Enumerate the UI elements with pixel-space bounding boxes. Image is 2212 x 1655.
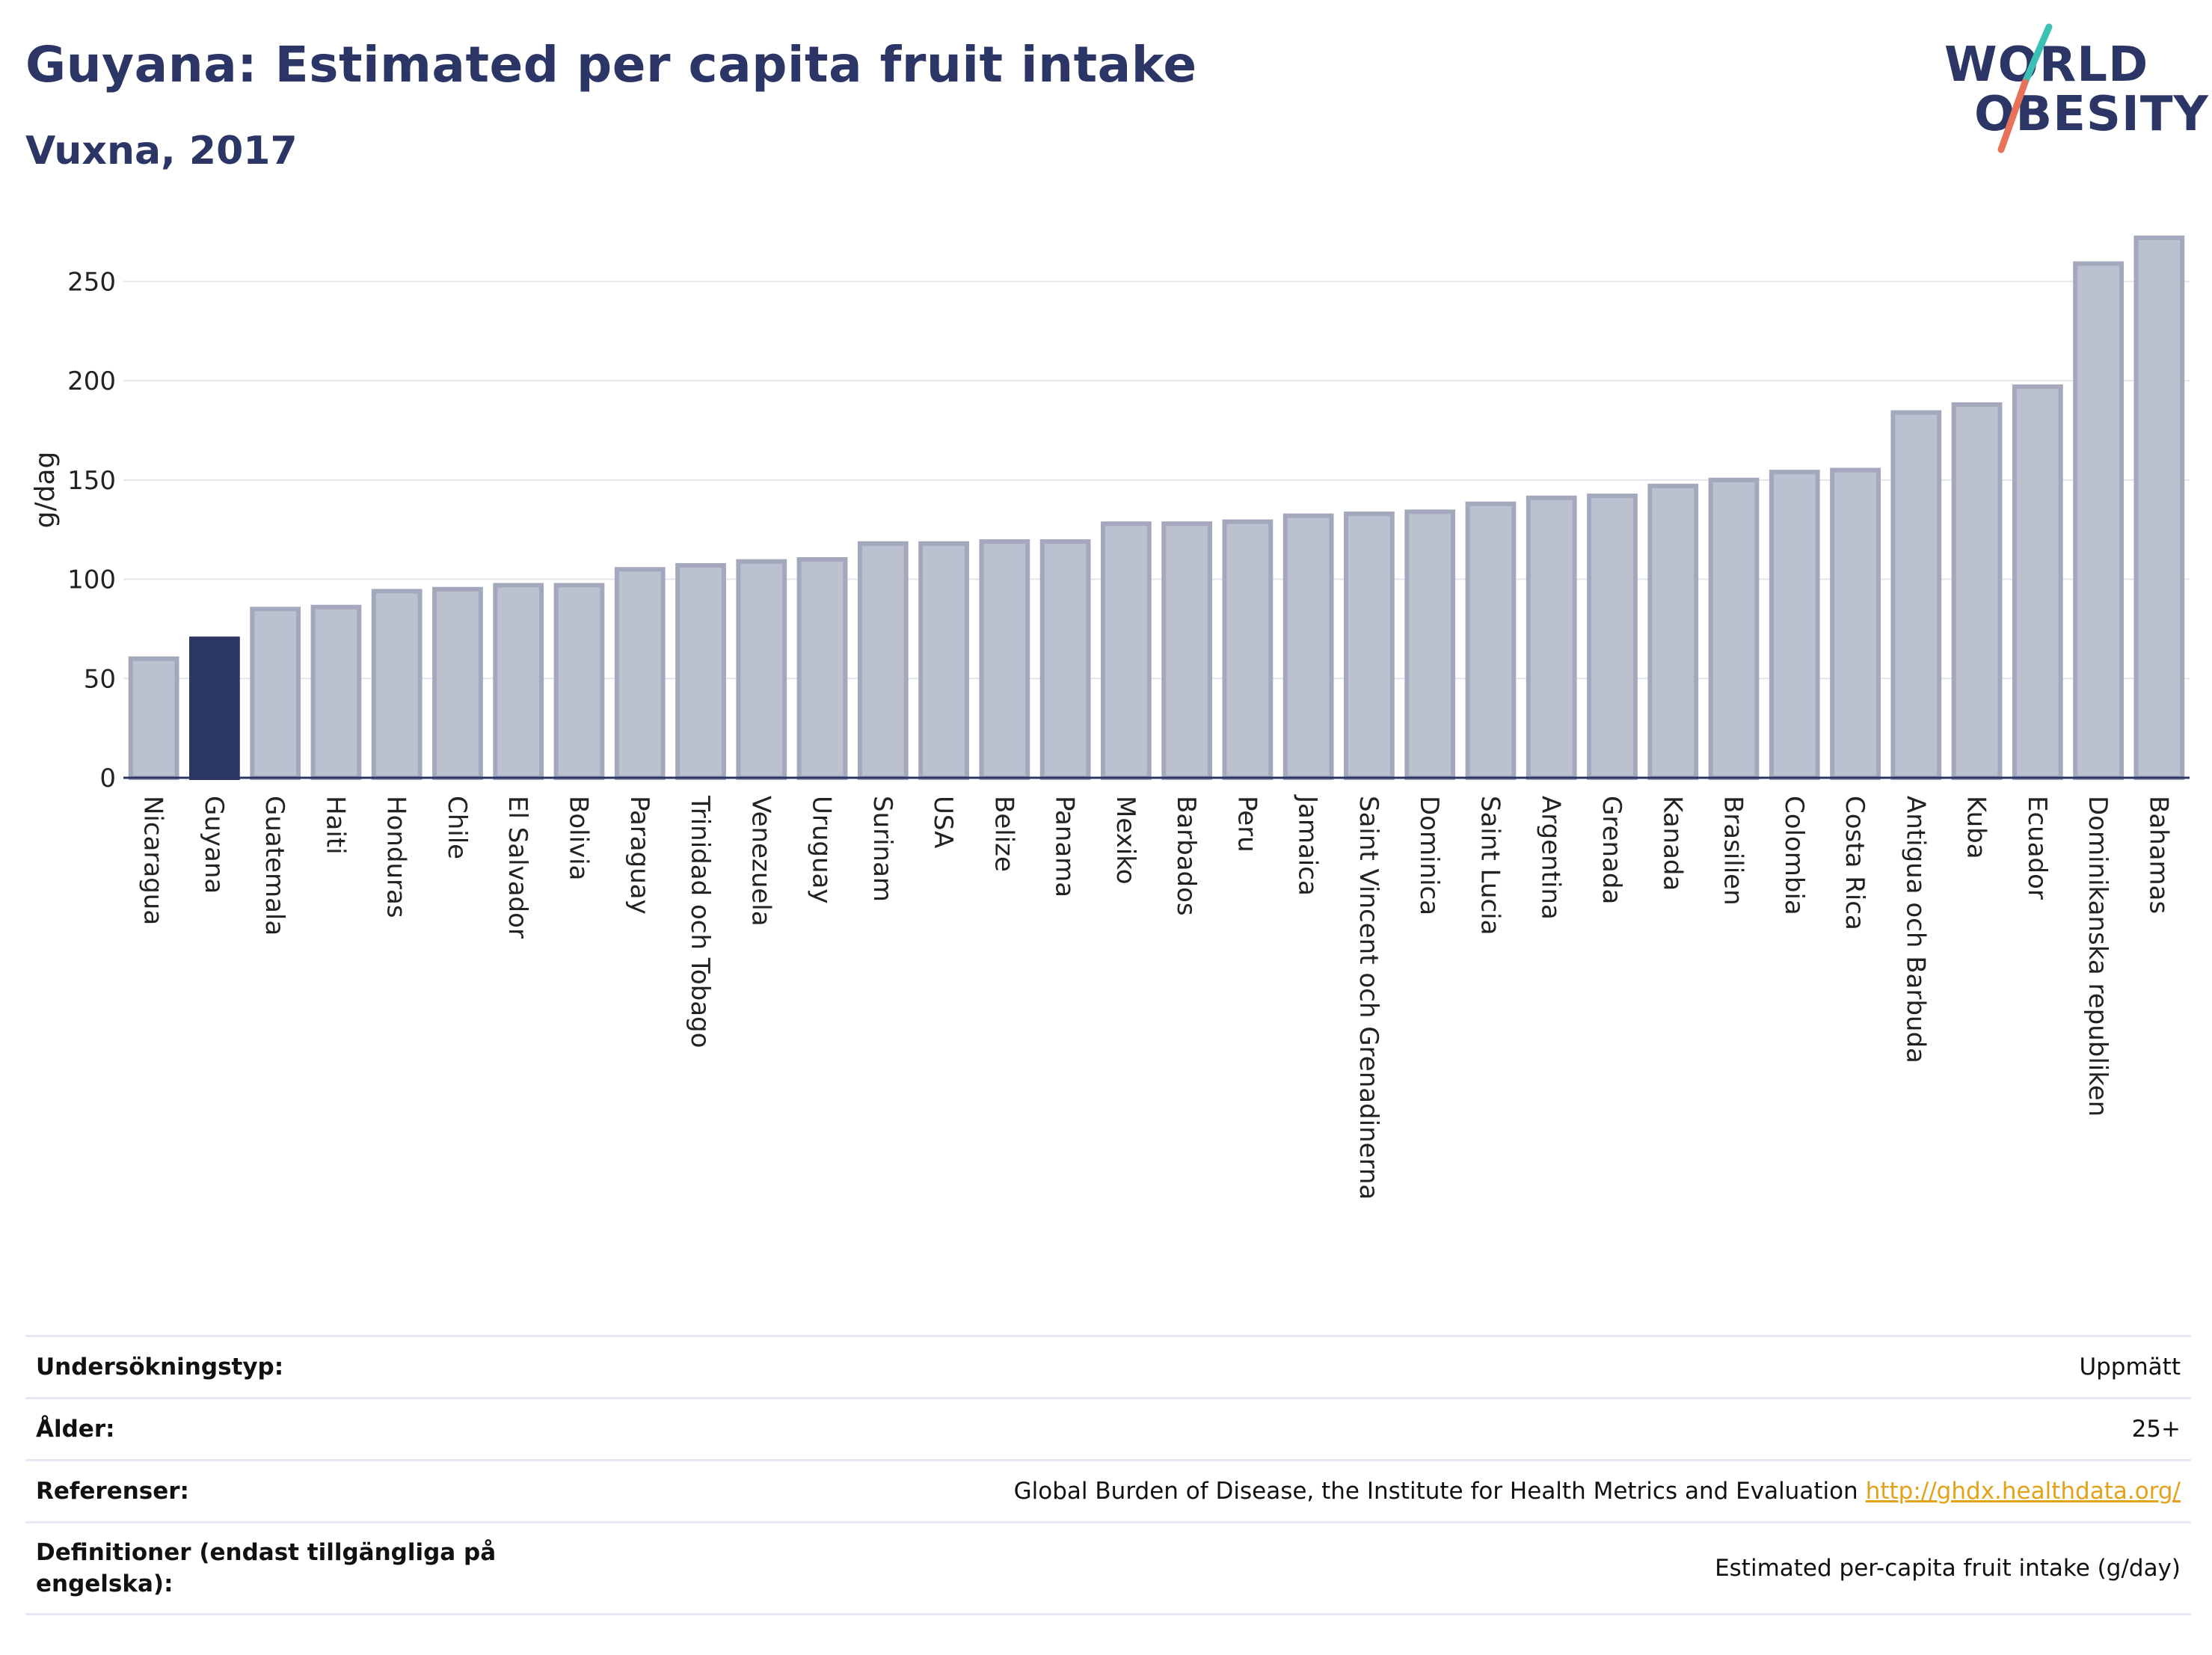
bar-jamaica[interactable] — [1282, 513, 1334, 780]
bar-el-salvador[interactable] — [493, 583, 544, 780]
info-key: Ålder: — [36, 1416, 115, 1443]
x-tick-label: Paraguay — [624, 796, 654, 915]
bar-haiti[interactable] — [310, 604, 362, 781]
bar-trinidad-och-tobago[interactable] — [675, 562, 726, 780]
bar-nicaragua[interactable] — [128, 656, 179, 781]
bar-antigua-och-barbuda[interactable] — [1890, 410, 1942, 780]
info-row-definitions: Definitioner (endast tillgängliga på eng… — [25, 1521, 2191, 1615]
y-tick-label: 250 — [67, 267, 116, 297]
x-axis-labels: Nicaragua Guyana Guatemala Haiti Honduras Chi… — [138, 794, 2174, 1200]
bar-belize[interactable] — [979, 539, 1030, 780]
info-value: 25+ — [2131, 1416, 2181, 1443]
x-tick-label: Dominikanska republiken — [2083, 796, 2113, 1117]
bar-honduras[interactable] — [371, 589, 423, 780]
world-obesity-logo: WORLD OBESITY — [1944, 22, 2208, 157]
x-tick-label: Costa Rica — [1840, 796, 1870, 930]
bar-kuba[interactable] — [1951, 402, 2003, 780]
info-key: Undersökningstyp: — [36, 1354, 284, 1381]
bar-chile[interactable] — [432, 586, 483, 780]
y-tick-label: 200 — [67, 366, 116, 396]
x-tick-label: Belize — [989, 796, 1019, 872]
x-tick-label: Guyana — [199, 796, 229, 894]
bar-ecuador[interactable] — [2012, 384, 2063, 780]
bar-venezuela[interactable] — [736, 559, 787, 780]
x-tick-label: Colombia — [1779, 796, 1809, 915]
bar-mexiko[interactable] — [1100, 521, 1152, 780]
x-tick-label: Honduras — [381, 796, 411, 918]
x-tick-label: Saint Vincent och Grenadinerna — [1354, 796, 1383, 1200]
y-tick-label: 150 — [67, 466, 116, 496]
x-tick-label: Ecuador — [2022, 796, 2052, 900]
y-axis-ticks: 0 50 100 150 200 250 — [67, 267, 116, 793]
logo-line1: WORLD — [1944, 37, 2149, 93]
info-key: Referenser: — [36, 1478, 189, 1505]
bar-usa[interactable] — [918, 541, 969, 780]
x-tick-label: USA — [928, 796, 958, 848]
x-tick-label: Uruguay — [807, 796, 837, 904]
info-value: Global Burden of Disease, the Institute … — [1014, 1478, 2181, 1505]
x-tick-label: Mexiko — [1110, 796, 1140, 885]
bar-barbados[interactable] — [1161, 521, 1213, 780]
chart-subtitle: Vuxna, 2017 — [25, 129, 298, 174]
chart-title: Guyana: Estimated per capita fruit intak… — [25, 36, 1197, 93]
bar-chart: 0 50 100 150 200 250 Nicaragua Guyana Guatemala… — [30, 235, 2190, 1200]
x-tick-label: Bahamas — [2143, 796, 2173, 914]
bar-kanada[interactable] — [1647, 483, 1699, 780]
bar-bolivia[interactable] — [553, 583, 605, 780]
y-tick-label: 100 — [67, 565, 116, 595]
reference-text: Global Burden of Disease, the Institute … — [1013, 1478, 1858, 1505]
x-tick-label: Nicaragua — [138, 796, 168, 925]
x-tick-label: Surinam — [867, 796, 897, 902]
bar-dominikanska-republiken[interactable] — [2073, 261, 2124, 781]
x-tick-label: Antigua och Barbuda — [1900, 796, 1930, 1063]
x-tick-label: Argentina — [1536, 796, 1566, 920]
x-tick-label: Kanada — [1657, 796, 1687, 891]
x-tick-label: Grenada — [1597, 796, 1626, 904]
bar-grenada[interactable] — [1587, 494, 1638, 780]
bar-costa-rica[interactable] — [1830, 467, 1881, 780]
info-row-survey-type: Undersökningstyp: Uppmätt — [25, 1335, 2191, 1397]
bars — [128, 235, 2185, 781]
x-tick-label: Dominica — [1414, 796, 1444, 915]
x-tick-label: Guatemala — [259, 796, 289, 936]
bar-saint-vincent-och-grenadinerna[interactable] — [1344, 511, 1395, 780]
x-tick-label: Trinidad och Tobago — [685, 795, 715, 1048]
info-row-age: Ålder: 25+ — [25, 1397, 2191, 1459]
x-tick-label: Jamaica — [1293, 794, 1323, 896]
info-value: Uppmätt — [2079, 1354, 2181, 1381]
info-key: Definitioner (endast tillgängliga på eng… — [36, 1539, 497, 1597]
reference-link[interactable]: http://ghdx.healthdata.org/ — [1865, 1478, 2181, 1505]
bar-surinam[interactable] — [857, 541, 909, 780]
bar-bahamas[interactable] — [2133, 235, 2185, 781]
bar-dominica[interactable] — [1404, 509, 1456, 780]
y-tick-label: 50 — [84, 664, 116, 694]
x-tick-label: Saint Lucia — [1475, 796, 1505, 935]
y-axis-label: g/dag — [30, 452, 61, 529]
bar-uruguay[interactable] — [796, 557, 848, 780]
x-tick-label: Kuba — [1961, 796, 1991, 859]
x-tick-label: Peru — [1232, 796, 1262, 853]
info-row-references: Referenser: Global Burden of Disease, th… — [25, 1459, 2191, 1521]
x-tick-label: Barbados — [1171, 796, 1201, 916]
x-tick-label: El Salvador — [503, 796, 532, 939]
x-tick-label: Bolivia — [563, 796, 593, 880]
x-tick-label: Venezuela — [746, 796, 775, 927]
bar-paraguay[interactable] — [614, 567, 666, 780]
bar-guatemala[interactable] — [250, 607, 301, 781]
bar-brasilien[interactable] — [1708, 477, 1760, 780]
x-tick-label: Panama — [1050, 796, 1080, 897]
logo-slash-icon — [1997, 23, 2053, 153]
x-tick-label: Brasilien — [1718, 796, 1748, 906]
x-tick-label: Chile — [442, 796, 472, 859]
bar-saint-lucia[interactable] — [1465, 501, 1517, 780]
y-tick-label: 0 — [99, 764, 116, 793]
bar-guyana[interactable] — [189, 636, 240, 780]
bar-colombia[interactable] — [1769, 470, 1820, 780]
bar-panama[interactable] — [1039, 539, 1091, 780]
x-tick-label: Haiti — [320, 796, 350, 855]
info-table: Undersökningstyp: Uppmätt Ålder: 25+ Ref… — [25, 1335, 2191, 1615]
bar-peru[interactable] — [1222, 519, 1274, 780]
info-value: Estimated per-capita fruit intake (g/day… — [1715, 1555, 2181, 1582]
bar-argentina[interactable] — [1526, 495, 1577, 780]
